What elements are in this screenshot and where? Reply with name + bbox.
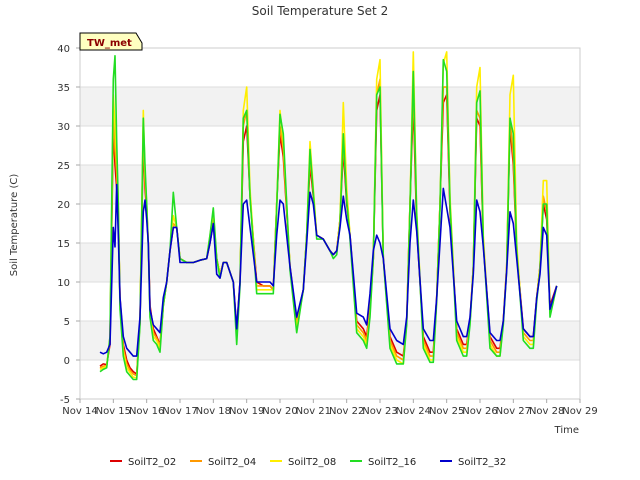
y-tick-label: 40 (57, 44, 70, 55)
x-tick-label: Nov 19 (229, 406, 264, 417)
legend-label: SoilT2_02 (128, 457, 176, 468)
x-tick-label: Nov 17 (162, 406, 197, 417)
site-badge-shape (79, 32, 143, 51)
y-tick-label: 25 (57, 161, 70, 172)
x-tick-label: Nov 28 (529, 406, 564, 417)
legend-label: SoilT2_04 (208, 457, 256, 468)
legend-label: SoilT2_16 (368, 457, 416, 468)
y-tick-label: -5 (60, 395, 70, 406)
x-tick-label: Nov 29 (562, 406, 597, 417)
y-tick-label: 5 (64, 317, 70, 328)
series-line-soilt2_32 (99, 183, 558, 357)
x-tick-label: Nov 16 (129, 406, 164, 417)
x-axis-label: Time (554, 425, 579, 436)
y-axis-label: Soil Temperature (C) (9, 174, 20, 277)
site-badge-label: TW_met (87, 38, 132, 49)
y-tick-label: 20 (57, 200, 70, 211)
series-line-soilt2_16 (99, 54, 558, 381)
x-tick-label: Nov 21 (296, 406, 331, 417)
x-tick-label: Nov 22 (329, 406, 364, 417)
x-tick-label: Nov 24 (396, 406, 431, 417)
y-tick-label: 30 (57, 122, 70, 133)
series-lines (99, 51, 558, 381)
x-tick-label: Nov 18 (196, 406, 231, 417)
y-tick-label: 10 (57, 278, 70, 289)
x-tick-label: Nov 14 (62, 406, 97, 417)
plot-frame (79, 47, 581, 400)
background-band (80, 165, 580, 204)
plot-background-bands (80, 87, 580, 360)
site-badge: TW_met (79, 32, 143, 51)
background-band (80, 87, 580, 126)
x-tick-label: Nov 20 (262, 406, 297, 417)
y-tick-label: 15 (57, 239, 70, 250)
x-tick-label: Nov 23 (362, 406, 397, 417)
legend-label: SoilT2_32 (458, 457, 506, 468)
x-tick-label: Nov 27 (496, 406, 531, 417)
x-tick-label: Nov 15 (96, 406, 131, 417)
y-tick-label: 35 (57, 83, 70, 94)
legend: SoilT2_02 SoilT2_04 SoilT2_08 SoilT2_16 Soil… (110, 457, 506, 468)
y-axis-ticks: -5 0 5 10 15 20 25 30 35 40 (57, 44, 80, 406)
x-tick-label: Nov 26 (462, 406, 497, 417)
chart-title: Soil Temperature Set 2 (252, 4, 388, 18)
legend-label: SoilT2_08 (288, 457, 336, 468)
y-tick-label: 0 (64, 356, 70, 367)
x-tick-label: Nov 25 (429, 406, 464, 417)
background-band (80, 243, 580, 282)
